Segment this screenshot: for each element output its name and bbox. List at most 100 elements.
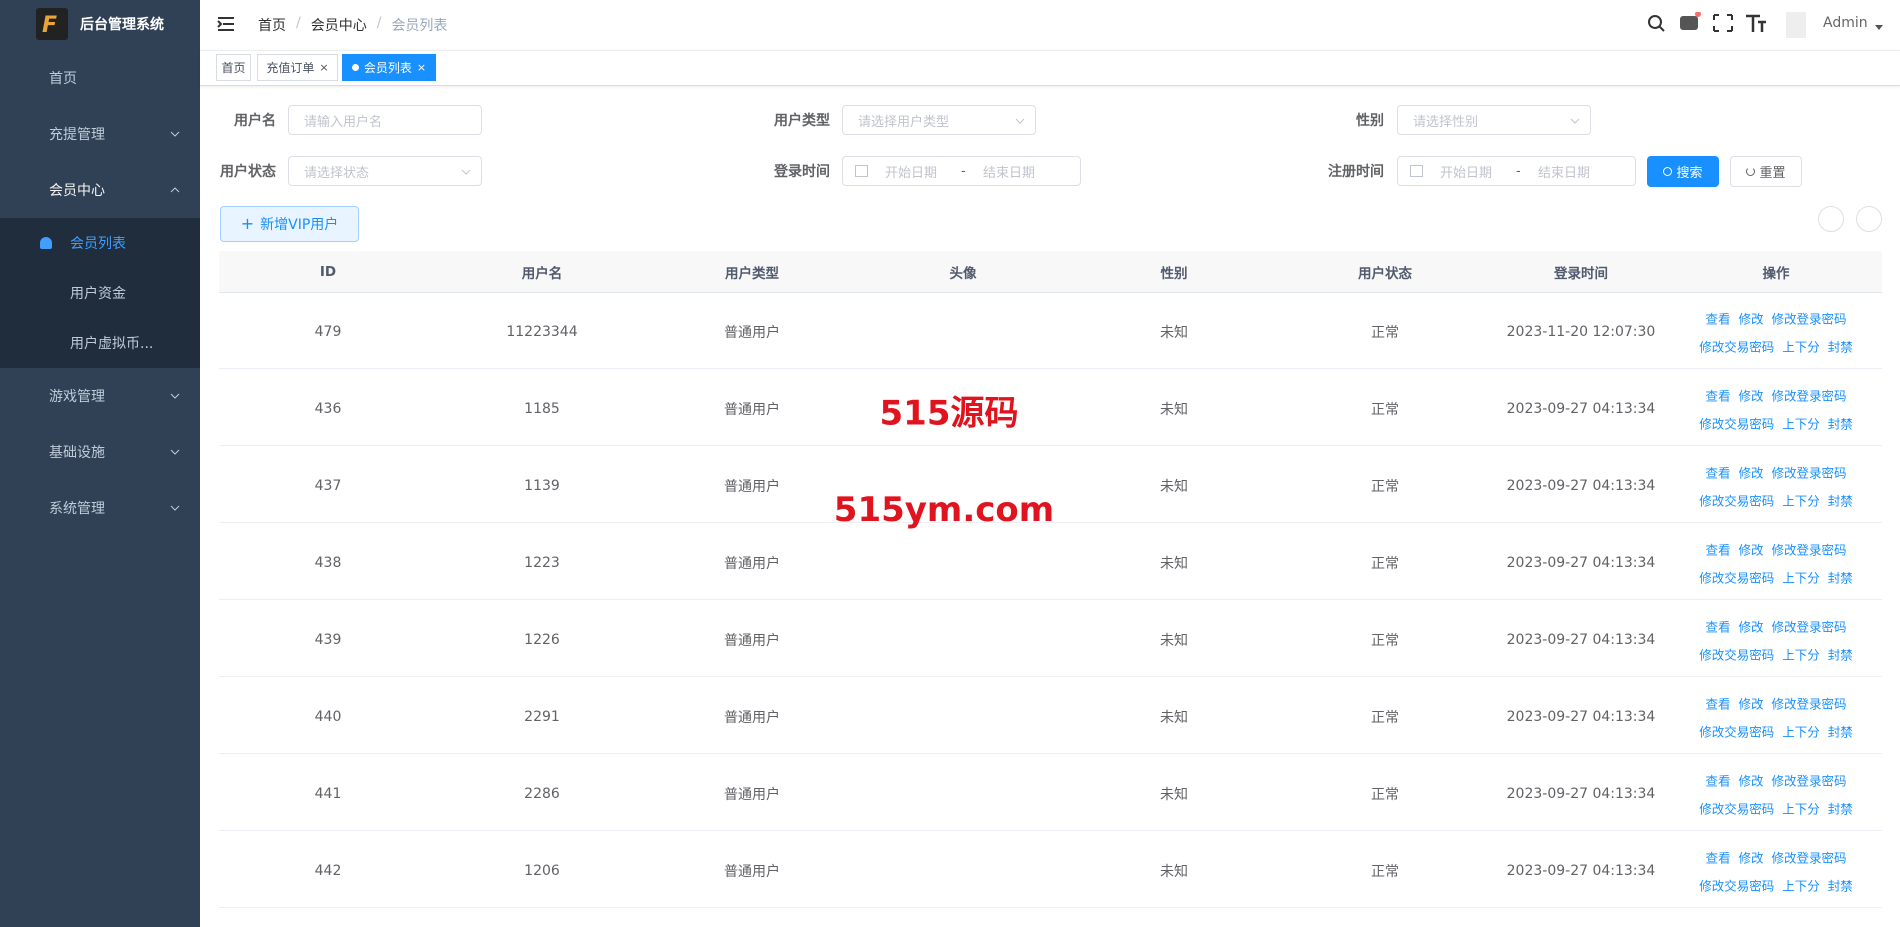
action-link[interactable]: 上下分: [1782, 416, 1820, 432]
action-link[interactable]: 修改: [1738, 850, 1764, 866]
tag-label[interactable]: 首页: [221, 61, 246, 75]
tag[interactable]: 会员列表 ×: [342, 54, 436, 81]
action-link[interactable]: 修改登录密码: [1771, 850, 1847, 866]
action-link[interactable]: 修改登录密码: [1771, 773, 1847, 789]
menu-item[interactable]: 基础设施: [49, 445, 105, 461]
action-link[interactable]: 封禁: [1827, 416, 1853, 432]
action-link[interactable]: 查看: [1705, 696, 1731, 712]
search-button[interactable]: 搜索: [1647, 156, 1719, 187]
action-link[interactable]: 上下分: [1782, 801, 1820, 817]
action-link[interactable]: 上下分: [1782, 339, 1820, 355]
hamburger[interactable]: [217, 15, 235, 33]
action-link[interactable]: 上下分: [1782, 570, 1820, 586]
action-link[interactable]: 封禁: [1827, 647, 1853, 663]
breadcrumb-sep: /: [296, 15, 301, 31]
submenu-item[interactable]: 用户虚拟币...: [70, 336, 154, 352]
action-link[interactable]: 封禁: [1827, 801, 1853, 817]
add-button[interactable]: + 新增VIP用户: [220, 206, 359, 242]
action-link[interactable]: 修改交易密码: [1699, 570, 1775, 586]
breadcrumb-item[interactable]: 会员中心: [310, 18, 367, 34]
add-label[interactable]: 新增VIP用户: [260, 217, 339, 233]
action-link[interactable]: 查看: [1705, 619, 1731, 635]
filter-input[interactable]: 请选择状态: [288, 156, 482, 186]
user-icon: [40, 237, 52, 249]
date-range[interactable]: 开始日期 - 结束日期: [842, 156, 1081, 186]
action-link[interactable]: 查看: [1705, 465, 1731, 481]
tag-label[interactable]: 充值订单: [266, 61, 315, 75]
action-line: 查看 修改 修改登录密码: [1701, 463, 1850, 482]
action-link[interactable]: 查看: [1705, 773, 1731, 789]
tool-button[interactable]: [1818, 206, 1844, 232]
menu-item[interactable]: 会员中心: [49, 183, 105, 199]
tag[interactable]: 首页: [216, 54, 251, 81]
reset-button[interactable]: 重置: [1730, 156, 1802, 187]
action-link[interactable]: 上下分: [1782, 878, 1820, 894]
action-link[interactable]: 修改登录密码: [1771, 465, 1847, 481]
action-link[interactable]: 修改: [1738, 465, 1764, 481]
column-header: 性别: [1160, 266, 1188, 282]
action-link[interactable]: 上下分: [1782, 724, 1820, 740]
reset-label[interactable]: 重置: [1759, 166, 1786, 181]
menu-item[interactable]: 首页: [49, 71, 77, 87]
table-row: [219, 677, 1882, 754]
action-link[interactable]: 修改: [1738, 388, 1764, 404]
tag[interactable]: 充值订单 ×: [257, 54, 338, 81]
date-range[interactable]: 开始日期 - 结束日期: [1397, 156, 1636, 186]
action-link[interactable]: 查看: [1705, 850, 1731, 866]
toolbar-icons[interactable]: [1646, 12, 1806, 38]
action-link[interactable]: 修改登录密码: [1771, 311, 1847, 327]
action-link[interactable]: 查看: [1705, 542, 1731, 558]
action-link[interactable]: 封禁: [1827, 878, 1853, 894]
cell: 2291: [524, 709, 560, 725]
search-label[interactable]: 搜索: [1676, 166, 1703, 181]
submenu-item[interactable]: 用户资金: [70, 286, 126, 302]
watermark-text: 515ym.com: [833, 490, 1055, 530]
action-link[interactable]: 查看: [1705, 311, 1731, 327]
filter-label: 登录时间: [774, 164, 830, 180]
column-header: 用户名: [521, 266, 563, 282]
submenu-item[interactable]: 会员列表: [70, 236, 126, 252]
breadcrumb-item[interactable]: 首页: [258, 18, 286, 34]
action-link[interactable]: 修改交易密码: [1699, 493, 1775, 509]
action-link[interactable]: 修改交易密码: [1699, 416, 1775, 432]
action-link[interactable]: 修改登录密码: [1771, 619, 1847, 635]
menu-item[interactable]: 系统管理: [49, 501, 105, 517]
action-link[interactable]: 修改交易密码: [1699, 339, 1775, 355]
tag-close[interactable]: ×: [319, 61, 329, 74]
menu-item[interactable]: 充提管理: [49, 127, 105, 143]
action-link[interactable]: 修改交易密码: [1699, 878, 1775, 894]
action-link[interactable]: 封禁: [1827, 570, 1853, 586]
action-link[interactable]: 修改登录密码: [1771, 542, 1847, 558]
action-link[interactable]: 修改登录密码: [1771, 388, 1847, 404]
action-link[interactable]: 修改: [1738, 311, 1764, 327]
action-line: 修改交易密码 上下分 封禁: [1695, 491, 1857, 510]
filter-input[interactable]: 请输入用户名: [288, 105, 482, 135]
menu-item[interactable]: 游戏管理: [49, 389, 105, 405]
filter-input[interactable]: 请选择用户类型: [842, 105, 1036, 135]
action-link[interactable]: 修改: [1738, 619, 1764, 635]
action-link[interactable]: 上下分: [1782, 647, 1820, 663]
action-link[interactable]: 修改登录密码: [1771, 696, 1847, 712]
tag-close[interactable]: ×: [416, 61, 427, 74]
action-link[interactable]: 上下分: [1782, 493, 1820, 509]
cell: 正常: [1371, 402, 1399, 418]
tag-label[interactable]: 会员列表: [363, 61, 412, 75]
action-link[interactable]: 封禁: [1827, 493, 1853, 509]
action-link[interactable]: 查看: [1705, 388, 1731, 404]
action-link[interactable]: 封禁: [1827, 339, 1853, 355]
filter-input[interactable]: 请选择性别: [1397, 105, 1591, 135]
action-line: 修改交易密码 上下分 封禁: [1695, 568, 1857, 587]
action-link[interactable]: 修改交易密码: [1699, 724, 1775, 740]
action-link[interactable]: 封禁: [1827, 724, 1853, 740]
action-link[interactable]: 修改: [1738, 696, 1764, 712]
column-header: 头像: [949, 266, 977, 282]
user-name[interactable]: Admin: [1823, 15, 1868, 31]
cell: 普通用户: [724, 710, 780, 726]
action-link[interactable]: 修改: [1738, 542, 1764, 558]
tool-button[interactable]: [1856, 206, 1882, 232]
action-link[interactable]: 修改: [1738, 773, 1764, 789]
action-link[interactable]: 修改交易密码: [1699, 801, 1775, 817]
column-header: ID: [319, 264, 337, 280]
action-link[interactable]: 修改交易密码: [1699, 647, 1775, 663]
